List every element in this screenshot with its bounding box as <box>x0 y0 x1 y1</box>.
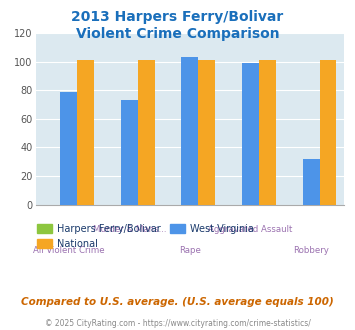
Text: Robbery: Robbery <box>293 246 329 255</box>
Bar <box>242 63 259 205</box>
Text: Rape: Rape <box>179 246 201 255</box>
Bar <box>320 60 337 205</box>
Bar <box>198 60 215 205</box>
Bar <box>77 60 94 205</box>
Text: 2013 Harpers Ferry/Bolivar
Violent Crime Comparison: 2013 Harpers Ferry/Bolivar Violent Crime… <box>71 10 284 41</box>
Bar <box>60 92 77 205</box>
Bar <box>181 57 198 205</box>
Text: All Violent Crime: All Violent Crime <box>33 246 105 255</box>
Bar <box>138 60 155 205</box>
Text: Murder & Mans...: Murder & Mans... <box>93 225 166 234</box>
Bar <box>259 60 276 205</box>
Text: Aggravated Assault: Aggravated Assault <box>208 225 293 234</box>
Bar <box>121 100 138 205</box>
Bar <box>302 159 320 205</box>
Text: © 2025 CityRating.com - https://www.cityrating.com/crime-statistics/: © 2025 CityRating.com - https://www.city… <box>45 319 310 328</box>
Text: Compared to U.S. average. (U.S. average equals 100): Compared to U.S. average. (U.S. average … <box>21 297 334 307</box>
Legend: Harpers Ferry/Bolivar, National, West Virginia: Harpers Ferry/Bolivar, National, West Vi… <box>33 220 257 252</box>
